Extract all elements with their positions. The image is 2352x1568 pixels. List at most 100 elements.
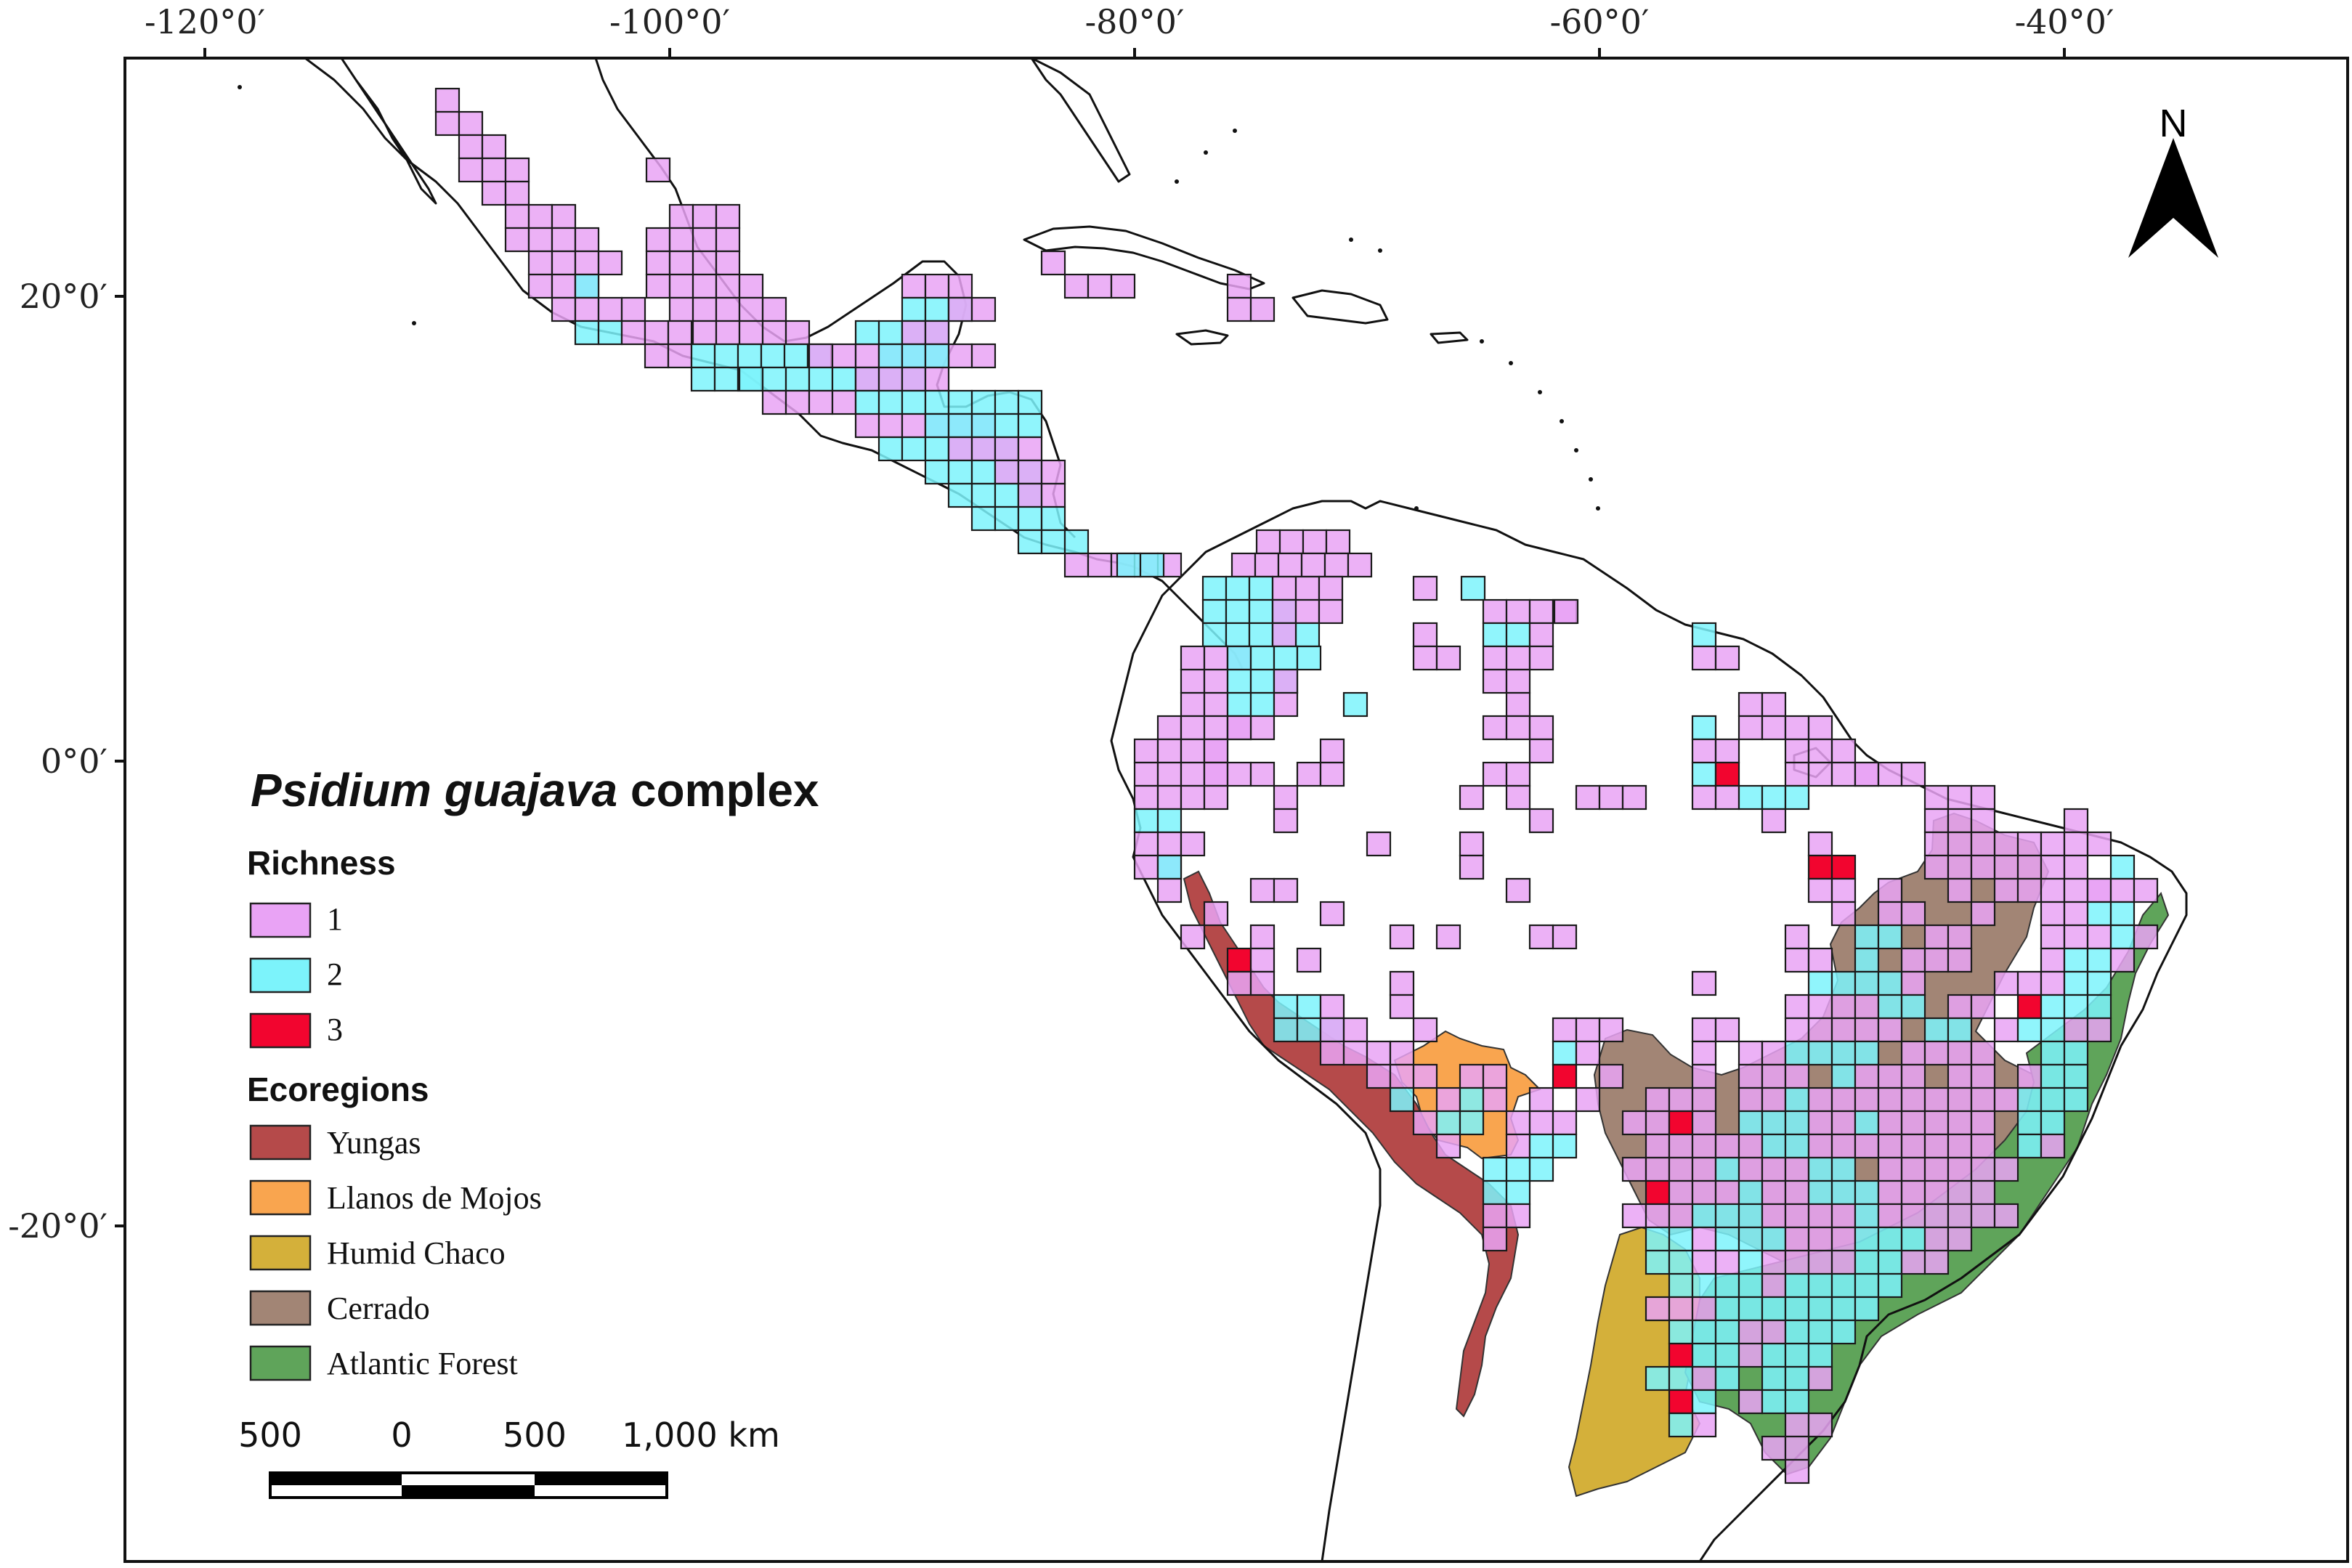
richness-label: 1 — [327, 901, 343, 937]
richness-cell — [481, 134, 507, 160]
richness-cell — [1040, 250, 1066, 276]
richness-cell — [1552, 1063, 1578, 1089]
ecoregion-label: Llanos de Mojos — [327, 1180, 542, 1216]
richness-cell — [1784, 1133, 1810, 1159]
richness-cell — [1737, 1296, 1764, 1322]
richness-cell — [1970, 901, 1996, 927]
richness-cell — [1459, 784, 1485, 811]
richness-cell — [1714, 1156, 1740, 1182]
richness-cell — [1156, 761, 1183, 787]
richness-cell — [1505, 1110, 1531, 1136]
richness-cell — [1947, 854, 1973, 880]
richness-cell — [715, 320, 741, 346]
richness-cell — [1553, 598, 1579, 625]
richness-cell — [2016, 1017, 2043, 1043]
richness-cell — [854, 389, 880, 415]
richness-cell — [970, 413, 997, 439]
richness-cell — [1278, 529, 1305, 555]
richness-cell — [1854, 761, 1880, 787]
richness-cell — [784, 320, 811, 346]
richness-cell — [1203, 761, 1229, 787]
richness-cell — [1412, 1063, 1438, 1089]
richness-cell — [1273, 691, 1299, 718]
richness-cell — [1807, 1086, 1833, 1113]
richness-cell — [1528, 598, 1554, 625]
richness-cell — [2086, 1017, 2112, 1043]
richness-cell — [692, 203, 718, 229]
richness-cell — [1714, 1179, 1740, 1206]
richness-cell — [1482, 761, 1508, 787]
richness-cell — [1900, 1110, 1926, 1136]
richness-cell — [2040, 1063, 2066, 1089]
richness-cell — [901, 389, 927, 415]
richness-cell — [1505, 877, 1531, 903]
richness-cell — [947, 436, 973, 462]
richness-cell — [1854, 1203, 1880, 1229]
richness-cell — [1877, 1110, 1903, 1136]
richness-cell — [1923, 1156, 1950, 1182]
richness-cell — [1668, 1086, 1694, 1113]
richness-cell — [1923, 1040, 1950, 1066]
richness-cell — [1294, 575, 1321, 601]
richness-cell — [1761, 1226, 1787, 1252]
richness-cell — [877, 343, 904, 369]
richness-cell — [692, 250, 718, 276]
richness-cell — [1133, 854, 1159, 880]
yungas-swatch — [249, 1124, 312, 1161]
richness-cell — [1947, 1040, 1973, 1066]
richness-cell — [1366, 1040, 1392, 1066]
richness-cell — [1319, 738, 1345, 764]
richness-cell — [1528, 1110, 1554, 1136]
richness-cell — [1761, 1110, 1787, 1136]
north-arrow-icon: N — [2128, 102, 2218, 258]
richness-cell — [1598, 784, 1624, 811]
richness-cell — [1225, 598, 1251, 625]
richness-label: 3 — [327, 1012, 343, 1047]
richness-cell — [1412, 622, 1438, 648]
richness-cell — [1947, 1063, 1973, 1089]
richness-cell — [1296, 645, 1322, 671]
richness-cell — [1087, 552, 1113, 578]
richness-cell — [1784, 1063, 1810, 1089]
richness-cell — [1691, 1063, 1717, 1089]
richness-cell — [901, 366, 927, 392]
richness-cell — [1877, 1017, 1903, 1043]
lon-label: -60°0′ — [1550, 2, 1650, 41]
richness-cell — [970, 505, 997, 532]
richness-cell — [947, 413, 973, 439]
richness-cell — [1923, 784, 1950, 811]
richness-cell — [1505, 784, 1531, 811]
richness-cell — [783, 343, 809, 369]
richness-cell — [1737, 691, 1764, 718]
latitude-labels: 20°0′ 0°0′ -20°0′ — [8, 277, 108, 1246]
richness-cell — [2133, 877, 2159, 903]
richness-cell — [1226, 947, 1252, 973]
richness-cell — [1435, 1110, 1461, 1136]
richness-cell — [1993, 854, 2019, 880]
richness-cell — [1621, 784, 1647, 811]
richness-cell — [2109, 901, 2136, 927]
richness-cell — [1947, 784, 1973, 811]
richness-cell — [2063, 1063, 2089, 1089]
richness-cell — [1318, 575, 1344, 601]
richness-cell — [1225, 575, 1251, 601]
legend: Psidium guajava complex Richness 1 2 3 E… — [238, 764, 819, 1499]
richness-cell — [1668, 1179, 1694, 1206]
richness-cell — [713, 343, 739, 369]
richness-cell — [1139, 552, 1165, 578]
richness-cell — [1323, 552, 1350, 578]
richness-cell — [597, 320, 623, 346]
humid-chaco-swatch — [249, 1235, 312, 1271]
richness-cell — [1761, 1389, 1787, 1415]
richness-cell — [1412, 1017, 1438, 1043]
richness-cell — [645, 273, 671, 299]
richness-cell — [1807, 1296, 1833, 1322]
richness-cell — [1784, 1086, 1810, 1113]
richness-cell — [1970, 1133, 1996, 1159]
richness-cell — [1807, 738, 1833, 764]
richness-cell — [1201, 598, 1228, 625]
richness-cell — [1854, 1017, 1880, 1043]
richness-cell — [1854, 970, 1880, 996]
richness-cell — [1505, 1179, 1531, 1206]
